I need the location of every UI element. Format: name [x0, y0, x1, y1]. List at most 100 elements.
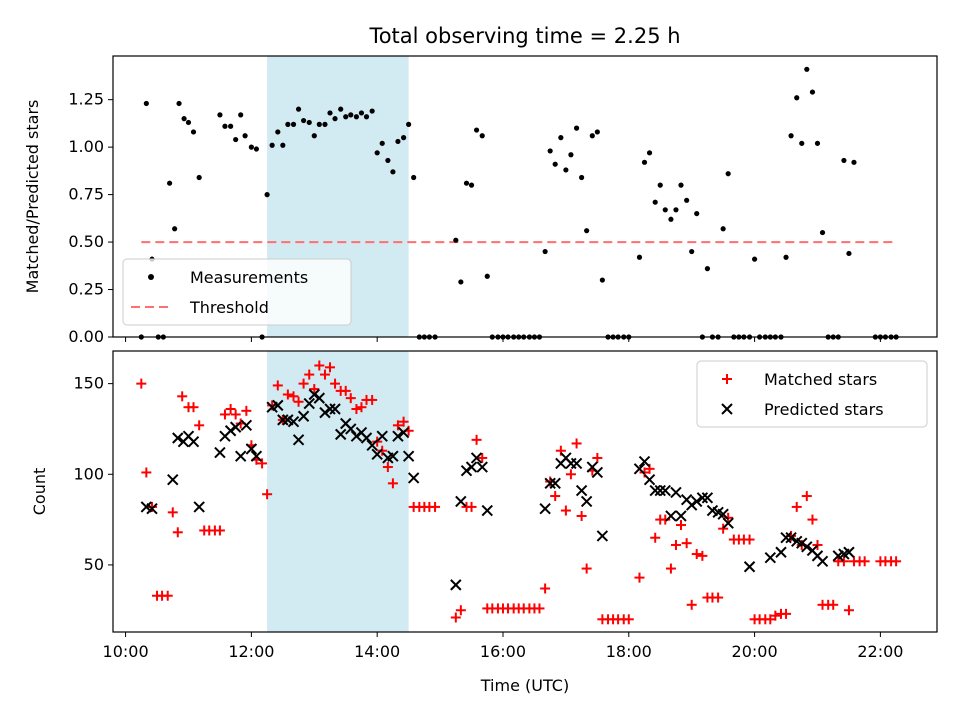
predicted-star-point — [450, 579, 462, 591]
predicted-star-point — [816, 555, 829, 568]
predicted-star-point — [539, 503, 551, 515]
x-stroke — [146, 503, 158, 515]
matched-star-point — [241, 405, 252, 416]
bottom-axis-ticks: 50 100 150 10:00 12:00 14:00 16:00 18:00 20:00 22… — [73, 374, 903, 661]
top-axis-ticks: 0.00 0.25 0.50 0.75 1.00 1.25 — [68, 90, 881, 346]
measurement-point — [280, 142, 286, 148]
matched-star-point — [801, 491, 812, 502]
measurement-point — [463, 180, 470, 186]
predicted-star-point — [272, 399, 284, 412]
measurement-point — [799, 140, 805, 146]
measurement-point — [809, 89, 816, 95]
legend-x — [721, 403, 733, 415]
x-stroke — [722, 517, 734, 529]
measurement-point — [228, 123, 234, 129]
measurement-point — [167, 180, 173, 186]
measurement-point — [783, 254, 789, 260]
matched-star-point — [304, 369, 315, 380]
predicted-star-point — [476, 461, 488, 473]
bottom-axes-frame — [112, 350, 938, 633]
x-stroke — [780, 532, 792, 544]
measurement-point — [196, 174, 202, 181]
measurement-point — [846, 250, 852, 257]
legend-threshold-label: Threshold — [189, 298, 269, 317]
measurement-point — [176, 100, 182, 107]
matched-star-point — [177, 391, 188, 402]
measurement-point — [306, 119, 312, 126]
predicted-star-point — [240, 419, 253, 432]
matched-star-point — [356, 402, 367, 413]
legend-matched-label: Matched stars — [764, 370, 877, 389]
matched-star-point — [713, 592, 724, 603]
x-stroke — [811, 550, 824, 562]
x-stroke — [334, 428, 347, 441]
measurement-point — [641, 159, 648, 165]
matched-star-point — [450, 612, 461, 623]
measurement-point — [636, 254, 643, 260]
matched-star-point — [319, 369, 330, 380]
bottom-x-tick-label: 16:00 — [480, 642, 526, 661]
legend-plus — [722, 374, 732, 384]
bottom-legend-box — [696, 360, 928, 428]
matched-star-point — [172, 527, 183, 538]
predicted-star-point — [785, 532, 797, 544]
matched-star-point — [581, 563, 592, 574]
predicted-star-point — [287, 415, 300, 428]
predicted-star-point — [764, 551, 777, 564]
measurement-point — [725, 171, 731, 177]
matched-star-point — [146, 501, 157, 512]
x-stroke — [234, 450, 247, 462]
predicted-star-point — [743, 561, 756, 573]
x-axis-label: Time (UTC) — [480, 676, 569, 695]
predicted-star-point — [187, 435, 200, 448]
predicted-star-point — [250, 450, 263, 462]
predicted-star-point — [277, 414, 289, 426]
predicted-star-point — [167, 474, 179, 486]
measurement-point — [689, 248, 695, 255]
matched-star-point — [623, 614, 634, 625]
measurement-point — [704, 266, 711, 272]
predicted-star-point — [313, 392, 326, 404]
matched-star-point — [293, 396, 304, 407]
predicted-star-point — [146, 503, 158, 515]
measurement-point — [589, 133, 595, 139]
measurement-point — [573, 125, 580, 131]
x-stroke — [665, 510, 677, 522]
measurement-point — [406, 121, 412, 127]
top-y-tick-label: 1.25 — [68, 90, 104, 109]
predicted-star-point — [633, 463, 646, 475]
top-title: Total observing time = 2.25 h — [368, 24, 680, 48]
measurement-point — [841, 157, 847, 164]
x-stroke — [785, 532, 797, 544]
measurement-point — [479, 133, 485, 139]
predicted-star-point — [297, 410, 310, 422]
bottom-y-tick-label: 150 — [73, 374, 104, 393]
matched-star-point — [718, 523, 729, 534]
matched-star-point — [675, 520, 686, 531]
matched-star-point — [288, 391, 299, 402]
predicted-star-point — [214, 446, 226, 459]
measurement-point — [316, 121, 322, 127]
top-legend: Measurements Threshold — [122, 258, 352, 326]
measurement-point — [181, 116, 187, 122]
x-stroke — [187, 435, 200, 448]
legend-matched-marker — [722, 374, 732, 384]
matched-star-point — [665, 563, 676, 574]
x-stroke — [691, 495, 703, 508]
matched-star-point — [634, 572, 645, 583]
predicted-star-point — [649, 484, 661, 497]
matched-star-point — [781, 608, 792, 619]
x-stroke — [376, 430, 388, 442]
measurement-point — [379, 140, 385, 146]
measurement-point — [190, 129, 197, 135]
x-stroke — [816, 555, 829, 568]
measurement-point — [269, 142, 275, 148]
predicted-star-point — [402, 450, 415, 462]
x-stroke — [706, 504, 719, 517]
matched-star-point — [225, 404, 236, 415]
x-stroke — [712, 506, 724, 519]
measurement-point — [751, 256, 758, 262]
x-stroke — [277, 414, 289, 426]
measurement-point — [657, 182, 663, 188]
measurement-point — [662, 207, 668, 213]
